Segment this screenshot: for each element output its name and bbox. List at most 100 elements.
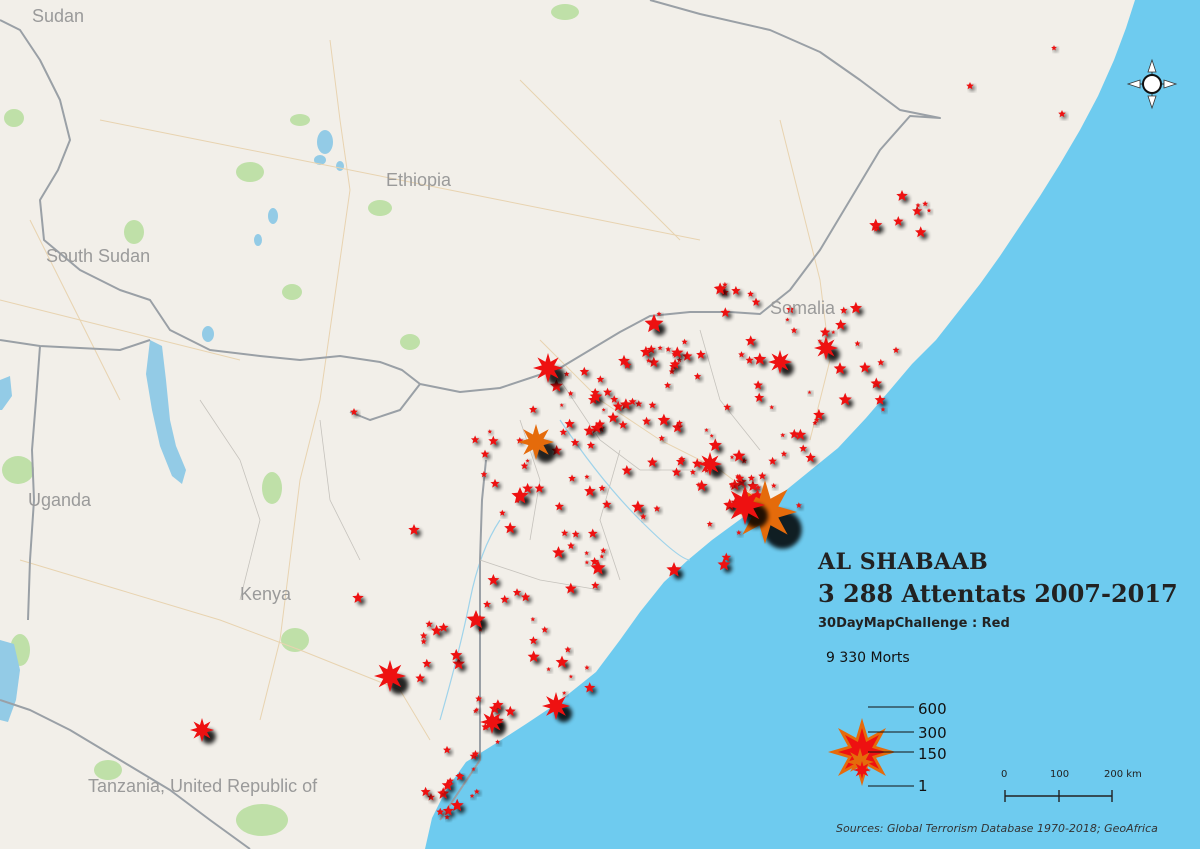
attack-marker-114 (562, 691, 567, 695)
attack-marker-231 (610, 395, 619, 403)
attack-marker-147 (420, 638, 427, 645)
attack-marker-142 (450, 648, 463, 661)
attack-marker-69 (488, 435, 499, 446)
attack-marker-67 (559, 403, 564, 407)
attack-marker-28 (692, 458, 703, 468)
attack-marker-199 (915, 226, 927, 238)
attack-marker-128 (492, 699, 504, 710)
attack-marker-97 (552, 546, 565, 558)
attack-marker-206 (747, 290, 754, 297)
attack-marker-200 (893, 216, 904, 226)
attack-marker-48 (658, 435, 665, 442)
attack-marker-93 (602, 499, 612, 509)
attack-marker-207 (722, 281, 728, 287)
attack-marker-118 (568, 674, 573, 679)
attack-marker-large-9 (644, 314, 664, 333)
attack-marker-71 (520, 462, 529, 470)
attack-marker-29 (732, 449, 746, 462)
map-subtitle: 3 288 Attentats 2007-2017 (818, 579, 1178, 608)
attack-marker-68 (525, 458, 530, 463)
attack-marker-72 (516, 437, 524, 444)
attack-marker-193 (670, 366, 675, 371)
attack-marker-208 (731, 285, 741, 295)
attack-marker-64 (529, 405, 538, 413)
attack-marker-98 (591, 581, 600, 589)
attack-marker-103 (584, 560, 589, 565)
attack-marker-58 (618, 420, 628, 429)
attack-marker-34 (709, 433, 714, 438)
attack-marker-183 (696, 349, 706, 359)
attack-marker-84 (567, 541, 575, 549)
attack-marker-113 (584, 682, 596, 693)
attack-marker-large-11 (480, 710, 504, 734)
attack-marker-127 (504, 705, 516, 717)
attack-marker-106 (520, 592, 531, 602)
attack-marker-26 (735, 473, 745, 483)
attack-marker-50 (563, 371, 570, 377)
attack-marker-43 (601, 407, 606, 412)
attack-marker-5 (736, 529, 742, 535)
attack-marker-124 (474, 707, 480, 712)
attack-marker-82 (522, 482, 533, 494)
attack-marker-134 (471, 750, 480, 758)
indian-ocean (425, 0, 1200, 849)
scale-bar (1004, 790, 1113, 802)
attack-marker-30 (675, 456, 686, 466)
attack-marker-165 (790, 327, 798, 334)
attack-marker-170 (877, 358, 885, 366)
attack-marker-160 (849, 301, 862, 314)
attack-marker-172 (859, 361, 871, 373)
attack-marker-173 (874, 394, 886, 405)
attack-marker-227 (436, 807, 445, 816)
attack-marker-85 (571, 530, 580, 538)
attack-marker-162 (786, 305, 795, 314)
attack-marker-51 (579, 366, 590, 376)
attack-marker-180 (682, 350, 693, 361)
attack-marker-157 (745, 355, 754, 364)
attack-marker-77 (554, 501, 564, 511)
attack-marker-161 (831, 330, 836, 334)
attack-marker-107 (530, 616, 536, 622)
attack-marker-214 (799, 444, 808, 452)
attack-marker-10 (771, 482, 777, 488)
legend-label-150: 150 (918, 745, 947, 763)
country-label-sudan: Sudan (32, 6, 85, 26)
attack-marker-large-18 (1058, 110, 1066, 118)
sources-credit: Sources: Global Terrorism Database 1970-… (836, 822, 1158, 835)
attack-marker-121 (555, 655, 569, 668)
legend-label-1: 1 (918, 777, 928, 795)
attack-marker-large-1 (725, 485, 765, 525)
attack-marker-169 (838, 392, 852, 406)
attack-marker-large-22 (408, 524, 420, 535)
scale-label-0: 0 (1001, 769, 1008, 780)
attack-marker-111 (527, 650, 540, 662)
attack-marker-32 (671, 467, 682, 477)
attack-marker-153 (807, 390, 812, 394)
country-label-tanzania: Tanzania, United Republic of (88, 776, 318, 796)
attack-marker-18 (729, 455, 735, 459)
attack-marker-149 (753, 352, 767, 365)
attack-marker-56 (590, 421, 603, 434)
attack-marker-228 (618, 354, 630, 366)
attack-marker-91 (621, 465, 633, 475)
attack-marker-large-2 (533, 353, 563, 383)
attack-marker-216 (794, 428, 807, 440)
attack-marker-212 (813, 408, 825, 420)
attack-marker-140 (452, 657, 465, 670)
attack-marker-40 (676, 419, 683, 426)
attack-marker-130 (495, 739, 500, 744)
attack-marker-176 (693, 372, 702, 380)
attack-marker-24 (695, 479, 708, 492)
attack-marker-large-7 (768, 350, 792, 374)
attack-marker-151 (769, 404, 775, 410)
attack-marker-145 (438, 622, 449, 632)
north-arrow-icon (1126, 58, 1178, 110)
attack-marker-177 (668, 368, 675, 375)
legend-star-3 (853, 761, 871, 779)
attack-marker-187 (656, 311, 662, 317)
attack-marker-224 (420, 786, 431, 797)
attack-marker-197 (922, 200, 929, 207)
country-label-uganda: Uganda (28, 490, 92, 510)
